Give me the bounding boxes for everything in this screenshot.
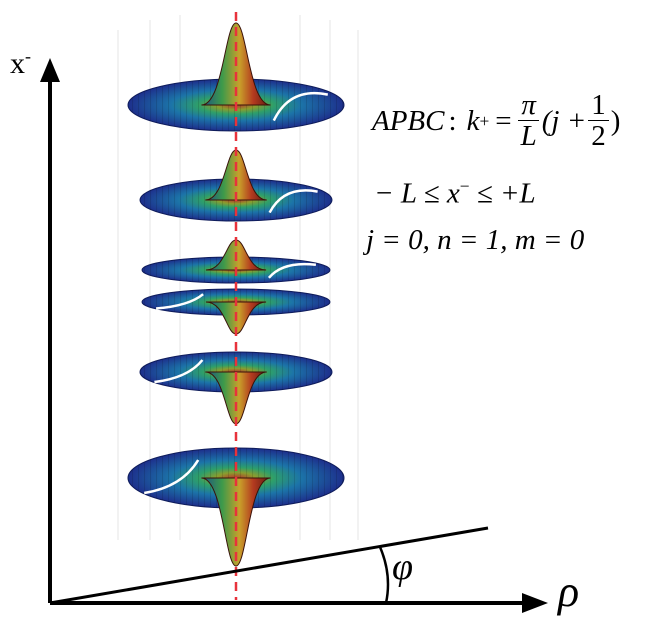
angle-arc: [378, 546, 390, 604]
horizontal-axis-label-rho: ρ: [558, 567, 580, 616]
coordinate-axes: [40, 58, 548, 613]
apbc-equation: APBC : k + = π L (j + 1 2 ): [372, 89, 621, 153]
angle-label-phi: φ: [392, 546, 414, 588]
vertical-axis-label: x-: [10, 46, 31, 80]
horizontal-axis-arrowhead: [522, 593, 548, 613]
slice-highlight-curve: [268, 189, 318, 214]
slice-highlight-curve: [272, 91, 329, 122]
vertical-axis-arrowhead: [40, 58, 60, 82]
quantum-numbers-equation: j = 0, n = 1, m = 0: [366, 224, 585, 256]
slice-highlight-curve: [156, 293, 204, 310]
range-equation: − L ≤ x− ≤ +L: [374, 176, 536, 210]
slice-highlight-curve: [267, 262, 317, 279]
slice-highlight-curve: [154, 359, 204, 384]
wavefunction-slice: [141, 239, 331, 284]
tilted-plane-line: [49, 526, 489, 605]
slice-highlight-curve: [144, 459, 200, 495]
